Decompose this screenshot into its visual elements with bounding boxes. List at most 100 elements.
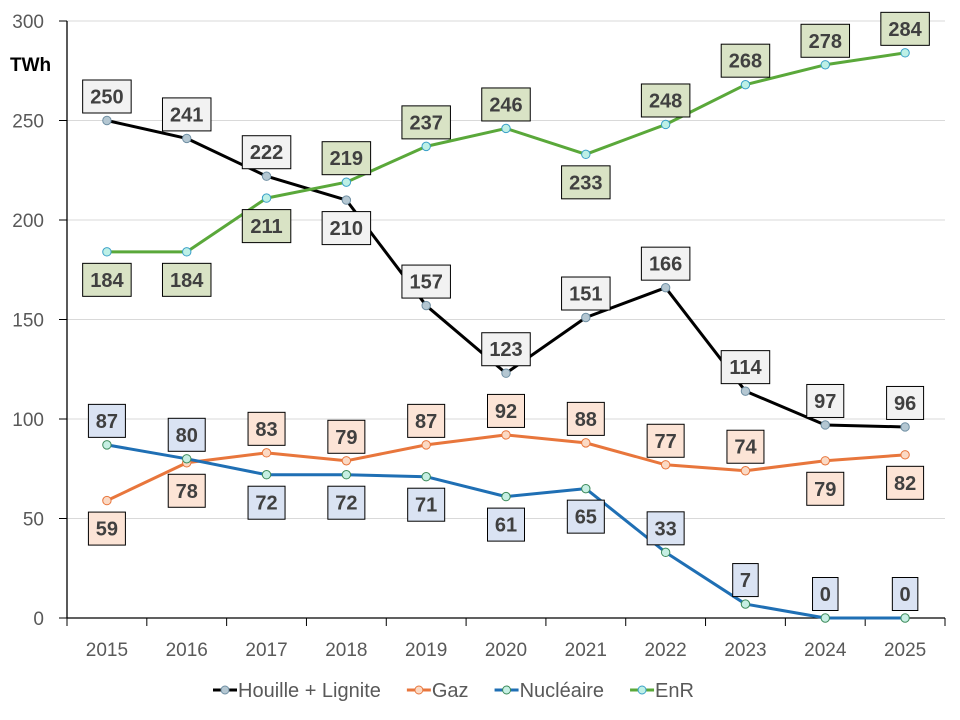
- data-label-box: [401, 264, 451, 299]
- data-point: [660, 547, 671, 558]
- data-label: 237: [401, 105, 451, 140]
- data-label: 74: [726, 429, 765, 464]
- data-label-value: 211: [250, 216, 282, 238]
- data-label: 166: [640, 246, 691, 281]
- data-label-box: [327, 419, 366, 454]
- data-point: [341, 177, 352, 187]
- data-label-box: [812, 577, 839, 611]
- legend-item: Nucléaire: [494, 680, 604, 702]
- data-label-box: [321, 141, 372, 176]
- data-label-value: 82: [894, 473, 916, 495]
- data-label-value: 78: [176, 481, 198, 503]
- y-axis-ticks: 0 50 100 150 200 250 300: [12, 12, 67, 630]
- x-tick-label: 2022: [644, 640, 686, 661]
- legend-label: Gaz: [432, 680, 469, 702]
- data-label-box: [646, 423, 685, 458]
- data-point: [261, 448, 272, 458]
- data-label: 82: [886, 465, 925, 500]
- data-label-value: 114: [729, 357, 762, 379]
- data-point: [182, 247, 192, 257]
- data-point: [421, 141, 431, 152]
- data-label-value: 0: [900, 584, 911, 606]
- data-label-box: [646, 511, 685, 546]
- data-point: [182, 454, 192, 464]
- data-label: 72: [327, 485, 366, 520]
- y-tick-label: 50: [23, 510, 44, 531]
- data-label-box: [566, 401, 605, 436]
- data-label-box: [407, 403, 446, 438]
- legend: Houille + Lignite Gaz Nucléaire EnR: [213, 680, 694, 702]
- data-point: [341, 195, 352, 205]
- data-label-box: [167, 417, 206, 452]
- x-tick-label: 2024: [804, 640, 847, 661]
- data-point: [102, 115, 112, 126]
- data-label: 83: [247, 411, 286, 446]
- data-label-value: 92: [495, 401, 517, 423]
- data-label: 284: [880, 11, 930, 46]
- data-label-box: [720, 43, 771, 78]
- data-label-value: 71: [415, 495, 437, 517]
- y-tick-label: 150: [12, 311, 44, 332]
- data-label: 96: [886, 385, 925, 420]
- data-label: 123: [481, 332, 531, 367]
- data-point: [261, 193, 272, 203]
- data-point: [740, 599, 751, 609]
- legend-swatch-marker: [414, 685, 424, 695]
- data-label-value: 59: [96, 519, 118, 541]
- data-point: [740, 466, 751, 476]
- data-label-box: [481, 332, 531, 367]
- data-point: [900, 450, 910, 460]
- data-label: 184: [82, 262, 132, 297]
- data-label-value: 77: [655, 431, 677, 453]
- data-label: 59: [87, 511, 126, 546]
- data-label-value: 79: [335, 427, 357, 449]
- data-label: 79: [806, 471, 845, 506]
- data-label-box: [481, 87, 531, 122]
- data-point: [102, 247, 112, 257]
- data-label-box: [891, 577, 919, 611]
- data-label-value: 123: [489, 339, 522, 361]
- data-label: 7: [732, 563, 759, 598]
- data-label-box: [720, 350, 771, 385]
- data-label: 219: [321, 141, 372, 176]
- data-label: 79: [327, 419, 366, 454]
- data-label: 210: [321, 211, 372, 246]
- data-label-box: [726, 429, 765, 464]
- data-label: 246: [481, 87, 531, 122]
- data-label-box: [321, 211, 372, 246]
- series-nucleaire: [102, 440, 910, 623]
- data-point: [820, 60, 830, 70]
- data-label-value: 7: [740, 570, 751, 592]
- data-point: [501, 491, 511, 502]
- data-label-box: [241, 135, 292, 170]
- data-label-box: [800, 23, 851, 58]
- data-label-value: 241: [170, 104, 203, 126]
- data-point: [182, 133, 192, 144]
- data-label-value: 284: [888, 19, 922, 41]
- data-point: [820, 420, 830, 430]
- data-label-value: 87: [415, 411, 437, 433]
- data-label-value: 74: [734, 437, 757, 459]
- data-label-value: 268: [729, 51, 762, 73]
- data-label-box: [886, 385, 925, 420]
- y-tick-label: 250: [12, 112, 44, 133]
- data-label-value: 87: [96, 411, 118, 433]
- legend-label: Nucléaire: [520, 680, 604, 702]
- data-point: [501, 430, 511, 440]
- data-point: [660, 282, 671, 293]
- data-point: [341, 456, 352, 466]
- data-label: 77: [646, 423, 685, 458]
- data-label-box: [241, 209, 292, 244]
- data-label-box: [806, 383, 845, 418]
- data-point: [421, 440, 431, 450]
- series-lines: [102, 48, 910, 623]
- data-point: [900, 48, 910, 58]
- data-label-box: [487, 393, 525, 428]
- data-label-value: 83: [255, 419, 277, 441]
- data-label-value: 72: [255, 493, 277, 515]
- data-label: 222: [241, 135, 292, 170]
- data-label: 78: [167, 473, 206, 508]
- data-label-value: 72: [335, 493, 357, 515]
- data-label: 184: [161, 262, 212, 297]
